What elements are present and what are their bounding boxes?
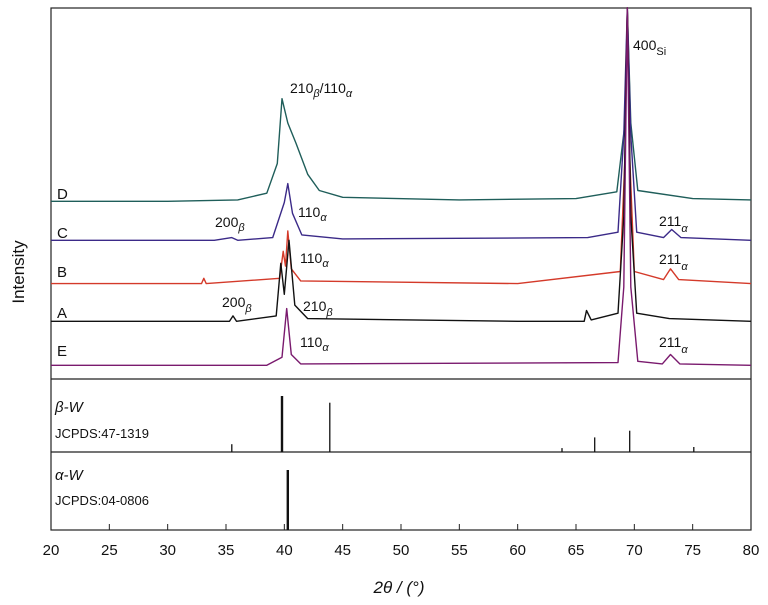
series-label-c: C: [57, 225, 68, 242]
x-tick-label: 45: [334, 542, 351, 559]
xrd-pattern-e: [51, 7, 752, 366]
x-tick-label: 40: [276, 542, 293, 559]
peak-label-210b-110a: 210β/110α: [290, 80, 353, 100]
series-label-a: A: [57, 305, 67, 322]
peak-label-400si: 400Si: [633, 37, 666, 58]
peak-label-b-110a: 110α: [300, 250, 329, 270]
x-tick-label: 50: [393, 542, 410, 559]
xrd-pattern-c: [51, 7, 752, 242]
reference-lines: [231, 396, 695, 530]
ref-name-beta-w: β-W: [54, 399, 85, 416]
x-axis-label: 2θ / (°): [373, 578, 425, 597]
y-axis-label: Intensity: [9, 240, 28, 304]
x-tick-label: 30: [159, 542, 176, 559]
xrd-curves: [51, 7, 752, 366]
peak-label-e-110a: 110α: [300, 334, 329, 354]
x-tick-label: 25: [101, 542, 118, 559]
x-tick-label: 35: [218, 542, 235, 559]
x-tick-label: 70: [626, 542, 643, 559]
ref-card-alpha-w: JCPDS:04-0806: [55, 493, 149, 508]
series-label-d: D: [57, 186, 68, 203]
peak-label-b-211a: 211α: [659, 251, 688, 273]
series-label-b: B: [57, 264, 67, 281]
x-tick-label: 20: [43, 542, 60, 559]
x-tick-label: 65: [568, 542, 585, 559]
ref-card-beta-w: JCPDS:47-1319: [55, 426, 149, 441]
x-tick-label: 60: [509, 542, 526, 559]
peak-label-a-200b: 200β: [222, 294, 252, 315]
series-label-e: E: [57, 343, 67, 360]
xrd-pattern-b: [51, 7, 752, 285]
peak-label-c-200b: 200β: [215, 214, 245, 234]
x-axis-ticks: 20 25 30 35 40 45 50 55 60 65 70 75 80: [43, 524, 760, 559]
ref-name-alpha-w: α-W: [55, 467, 85, 484]
peak-label-c-211a: 211α: [659, 213, 688, 235]
peak-label-c-110a: 110α: [298, 204, 327, 224]
x-tick-label: 75: [684, 542, 701, 559]
peak-label-e-211a: 211α: [659, 334, 688, 356]
peak-label-a-210b: 210β: [303, 298, 333, 319]
x-tick-label: 55: [451, 542, 468, 559]
x-tick-label: 80: [743, 542, 760, 559]
